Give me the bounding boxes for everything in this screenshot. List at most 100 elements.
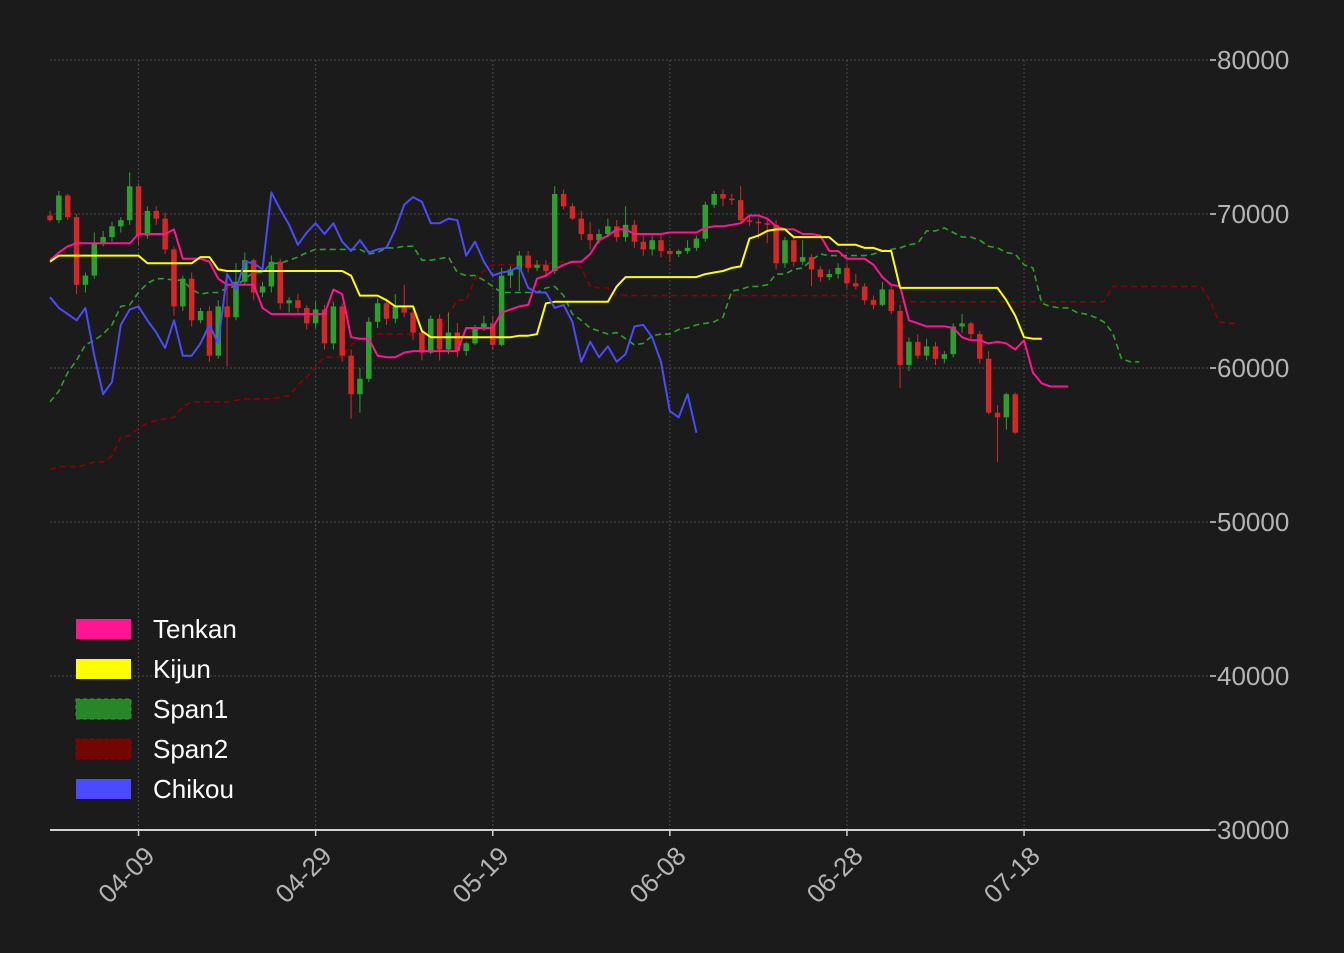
candle-body bbox=[286, 300, 292, 304]
candle-body bbox=[498, 275, 505, 345]
candle bbox=[826, 269, 832, 281]
candle bbox=[180, 275, 186, 312]
candle-body bbox=[445, 332, 452, 350]
candle bbox=[675, 249, 682, 258]
candle-body bbox=[312, 309, 319, 324]
y-tick-label: 50000 bbox=[1217, 507, 1289, 537]
candle-body bbox=[295, 300, 301, 308]
candle bbox=[445, 312, 452, 355]
candle bbox=[746, 215, 753, 227]
candle bbox=[401, 284, 407, 318]
axes bbox=[50, 59, 1216, 836]
candle bbox=[702, 201, 709, 242]
indicator-lines bbox=[49, 191, 1069, 433]
candle-body bbox=[693, 238, 700, 248]
candle-body bbox=[428, 318, 434, 353]
candle-body bbox=[118, 220, 124, 227]
candle bbox=[569, 203, 576, 221]
candle bbox=[791, 235, 797, 267]
candle bbox=[915, 334, 921, 359]
candle-body bbox=[392, 306, 399, 319]
candle bbox=[64, 193, 71, 221]
candle bbox=[339, 303, 345, 362]
candle bbox=[587, 221, 593, 250]
candle-body bbox=[667, 250, 673, 255]
series-line-span2 bbox=[49, 260, 1237, 471]
candle-body bbox=[543, 264, 549, 271]
candle bbox=[551, 186, 558, 275]
y-tick-label: 60000 bbox=[1217, 353, 1289, 383]
candle bbox=[268, 255, 275, 293]
candle bbox=[968, 321, 974, 341]
candle bbox=[782, 237, 788, 268]
candle-body bbox=[711, 193, 717, 205]
candle-body bbox=[799, 257, 806, 262]
candle-body bbox=[516, 255, 523, 270]
candle bbox=[897, 304, 903, 389]
candle bbox=[357, 368, 363, 413]
candle-body bbox=[587, 234, 593, 241]
candle-body bbox=[817, 269, 824, 278]
candle bbox=[277, 258, 283, 310]
candle-body bbox=[277, 261, 283, 304]
candle bbox=[525, 250, 531, 273]
candle-body bbox=[791, 240, 797, 262]
candle-body bbox=[596, 234, 602, 241]
legend-label-span1: Span1 bbox=[153, 694, 228, 724]
candle-body bbox=[675, 250, 682, 255]
candle bbox=[844, 263, 850, 288]
candle bbox=[667, 247, 673, 262]
candle-body bbox=[622, 224, 629, 238]
candle-body bbox=[569, 206, 576, 219]
candle-body bbox=[959, 323, 965, 327]
candle-body bbox=[330, 306, 337, 344]
y-axis-ticks: 30000 40000 50000 60000 70000 80000 bbox=[1217, 45, 1289, 845]
candle bbox=[197, 307, 204, 324]
candle-body bbox=[463, 343, 469, 352]
candle-body bbox=[932, 346, 939, 359]
candle-body bbox=[224, 306, 230, 318]
candle-body bbox=[348, 355, 354, 395]
candle-body bbox=[640, 241, 647, 250]
candle bbox=[295, 294, 301, 313]
candle bbox=[286, 297, 292, 313]
candle bbox=[605, 218, 611, 238]
candle bbox=[118, 217, 124, 233]
candle-body bbox=[374, 303, 381, 322]
candle bbox=[658, 235, 664, 258]
candle-body bbox=[525, 255, 531, 268]
candle-body bbox=[906, 341, 912, 365]
grid-lines bbox=[50, 59, 1210, 830]
candle-body bbox=[755, 221, 762, 224]
candle-body bbox=[915, 341, 921, 356]
candle bbox=[383, 298, 390, 325]
candle bbox=[861, 283, 868, 305]
series-line-chikou bbox=[49, 191, 698, 433]
candle-body bbox=[64, 195, 71, 218]
candle-body bbox=[782, 240, 788, 264]
candle-body bbox=[304, 307, 310, 324]
candle bbox=[720, 189, 726, 207]
candle-body bbox=[985, 358, 992, 413]
candle-body bbox=[109, 226, 115, 238]
candle-body bbox=[419, 332, 425, 353]
candle bbox=[578, 210, 585, 241]
candle-body bbox=[560, 193, 567, 207]
candle-body bbox=[47, 215, 53, 221]
candle-body bbox=[649, 240, 655, 250]
candle bbox=[233, 263, 239, 321]
candle bbox=[259, 281, 266, 298]
candle-body bbox=[994, 412, 1001, 418]
candle-body bbox=[1003, 394, 1010, 418]
candle-body bbox=[268, 261, 275, 287]
candle-body bbox=[82, 275, 89, 285]
candle-body bbox=[73, 217, 80, 285]
candle bbox=[410, 306, 416, 341]
candle-body bbox=[977, 334, 983, 359]
candle-body bbox=[764, 223, 770, 225]
candle-body bbox=[737, 200, 744, 221]
candle-body bbox=[321, 309, 328, 344]
candle-body bbox=[436, 318, 443, 350]
candle-body bbox=[144, 210, 151, 236]
candle-body bbox=[844, 267, 850, 284]
